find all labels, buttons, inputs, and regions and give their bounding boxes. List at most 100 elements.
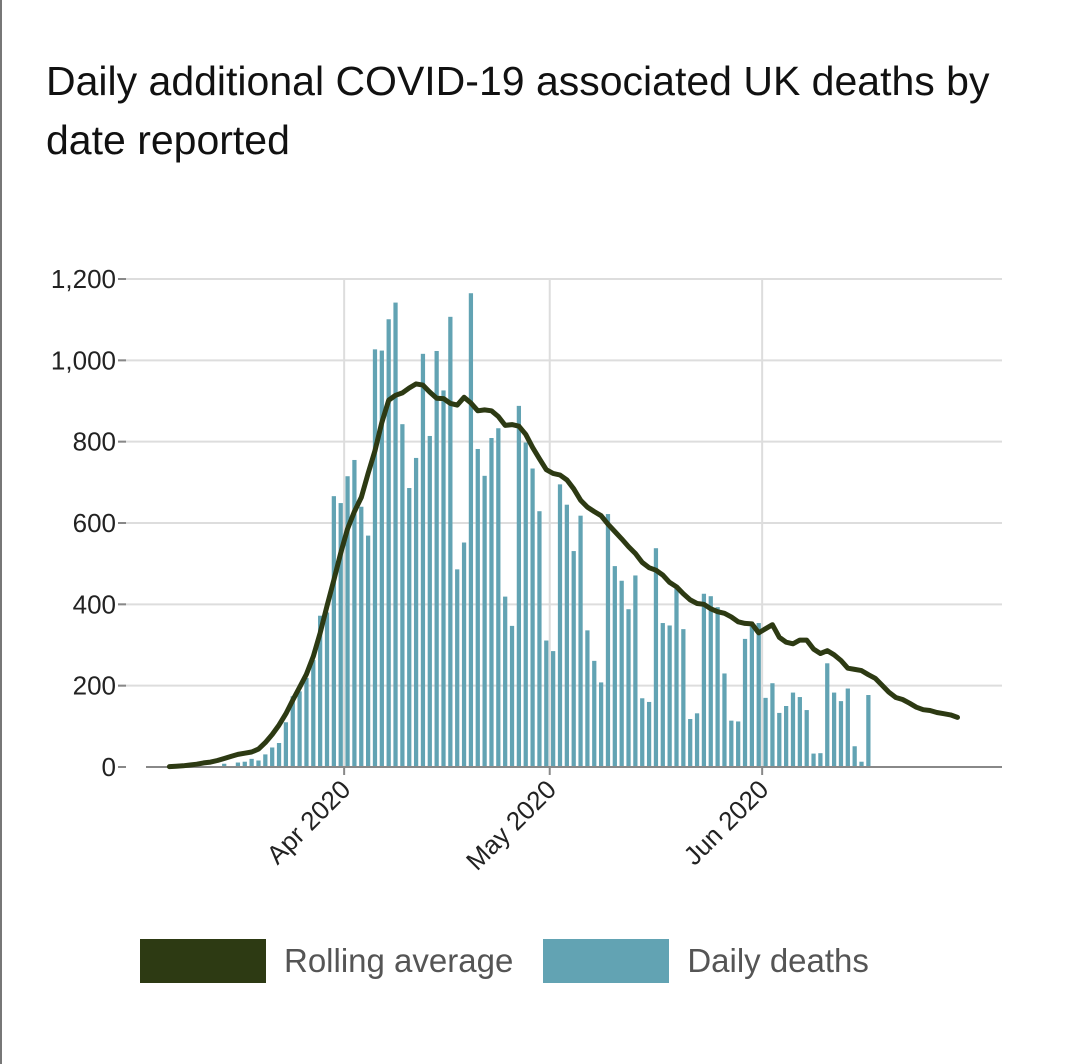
daily-deaths-bar: [400, 424, 405, 767]
y-tick-label: 800: [73, 427, 116, 457]
daily-deaths-bar: [626, 609, 631, 767]
daily-deaths-bar: [455, 569, 460, 767]
daily-deaths-bar: [503, 596, 508, 767]
daily-deaths-bar: [660, 623, 665, 767]
rolling-average-line: [166, 381, 960, 770]
daily-deaths-bar: [509, 625, 515, 767]
daily-deaths-bar: [324, 612, 330, 767]
daily-deaths-bar: [633, 575, 638, 767]
y-tick-label: 1,200: [51, 264, 116, 294]
x-tick-label: Jun 2020: [678, 774, 775, 871]
daily-deaths-bar: [461, 542, 467, 767]
daily-deaths-bar: [256, 760, 261, 767]
daily-deaths-bar: [331, 496, 336, 767]
daily-deaths-bar: [304, 677, 309, 767]
legend-swatch-daily-deaths: [543, 939, 670, 983]
daily-deaths-bar: [468, 293, 474, 767]
legend-item-rolling-average[interactable]: Rolling average: [140, 939, 513, 983]
daily-deaths-bar: [413, 457, 419, 767]
daily-deaths-bar: [482, 475, 487, 767]
daily-deaths-bar: [365, 535, 371, 767]
daily-deaths-bar: [516, 405, 522, 767]
daily-deaths-bar: [736, 721, 741, 767]
daily-deaths-bar: [434, 350, 439, 767]
daily-deaths-bar: [598, 682, 604, 767]
daily-deaths-bar: [263, 754, 268, 767]
daily-deaths-bar: [489, 438, 494, 767]
daily-deaths-bar: [544, 640, 549, 767]
daily-deaths-bar: [688, 719, 693, 767]
legend-swatch-rolling-average: [140, 939, 266, 983]
daily-deaths-bar: [372, 349, 378, 767]
daily-deaths-bar: [715, 607, 720, 767]
daily-deaths-bar: [578, 515, 583, 767]
frame-edge: [0, 0, 2, 1064]
daily-deaths-bar: [427, 435, 432, 767]
daily-deaths-bar: [811, 753, 816, 767]
line-layer: [166, 381, 960, 770]
daily-deaths-bar: [818, 753, 823, 767]
bar-layer: [167, 293, 871, 767]
y-tick-label: 600: [73, 508, 116, 538]
daily-deaths-bar: [345, 476, 350, 767]
daily-deaths-bar: [393, 302, 398, 767]
daily-deaths-bar: [804, 710, 809, 767]
daily-deaths-bar: [770, 683, 775, 767]
daily-deaths-bar: [790, 692, 796, 767]
daily-deaths-bar: [386, 319, 391, 767]
legend: Rolling average Daily deaths: [140, 938, 899, 984]
daily-deaths-bar: [290, 696, 295, 767]
daily-deaths-bar: [283, 722, 289, 767]
daily-deaths-bar: [831, 692, 837, 767]
daily-deaths-bar: [784, 706, 789, 767]
daily-deaths-bar: [564, 504, 569, 767]
daily-deaths-bar: [523, 442, 528, 767]
y-tick-label: 0: [102, 752, 116, 782]
daily-deaths-bar: [694, 713, 700, 767]
legend-label-daily-deaths: Daily deaths: [687, 942, 869, 979]
daily-deaths-bar: [537, 511, 542, 767]
daily-deaths-bar: [742, 638, 748, 767]
daily-deaths-bar: [866, 695, 871, 767]
x-tick-label: May 2020: [460, 774, 562, 876]
daily-deaths-bar: [551, 651, 556, 767]
y-tick-label: 400: [73, 589, 116, 619]
daily-deaths-bar: [859, 761, 864, 767]
daily-deaths-bar: [619, 580, 624, 767]
daily-deaths-bar: [838, 701, 844, 767]
daily-deaths-bar: [359, 506, 364, 767]
daily-deaths-bar: [276, 743, 282, 767]
legend-label-rolling-average: Rolling average: [284, 942, 514, 979]
x-tick-label: Apr 2020: [261, 774, 357, 870]
daily-deaths-bar: [249, 758, 254, 767]
daily-deaths-bar: [845, 688, 850, 767]
daily-deaths-bar: [605, 514, 611, 767]
daily-deaths-bar: [749, 621, 755, 767]
daily-deaths-bar: [530, 468, 535, 767]
daily-deaths-bar: [646, 701, 652, 767]
daily-deaths-bar: [318, 615, 323, 767]
daily-deaths-bar: [379, 350, 384, 767]
daily-deaths-bar: [852, 746, 857, 767]
daily-deaths-bar: [557, 484, 563, 767]
daily-deaths-bar: [674, 587, 679, 767]
daily-deaths-bar: [407, 488, 412, 767]
daily-deaths-bar: [667, 625, 672, 767]
daily-deaths-bar: [777, 712, 782, 767]
daily-deaths-bar: [763, 697, 768, 767]
daily-deaths-bar: [612, 566, 617, 767]
daily-deaths-bar: [270, 747, 275, 767]
daily-deaths-bar: [825, 663, 830, 767]
daily-deaths-bar: [420, 353, 426, 767]
daily-deaths-bar: [756, 623, 761, 767]
daily-deaths-bar: [797, 697, 802, 767]
daily-deaths-bar: [338, 503, 343, 767]
daily-deaths-bar: [352, 459, 357, 767]
daily-deaths-bar: [441, 390, 446, 767]
daily-deaths-bar: [653, 548, 659, 767]
chart-title: Daily additional COVID-19 associated UK …: [46, 58, 990, 163]
daily-deaths-bar: [242, 761, 247, 767]
y-tick-label: 1,000: [51, 345, 116, 375]
y-tick-label: 200: [73, 671, 116, 701]
legend-item-daily-deaths[interactable]: Daily deaths: [543, 939, 869, 983]
